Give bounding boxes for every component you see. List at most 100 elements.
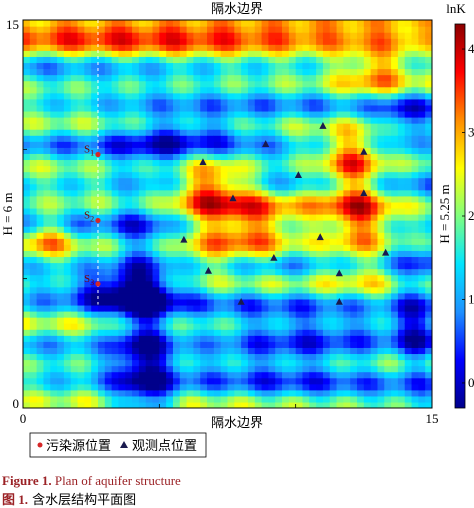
heatmap-cell	[268, 147, 276, 154]
heatmap-cell	[322, 110, 331, 118]
heatmap-cell	[43, 80, 51, 88]
heatmap-cell	[261, 329, 269, 336]
heatmap-cell	[63, 117, 72, 124]
heatmap-cell	[309, 20, 317, 27]
heatmap-cell	[63, 195, 72, 203]
heatmap-cell	[357, 56, 365, 64]
heatmap-cell	[397, 26, 406, 33]
heatmap-cell	[200, 86, 208, 94]
heatmap-cell	[404, 141, 413, 148]
heatmap-cell	[220, 220, 229, 227]
heatmap-cell	[397, 56, 406, 64]
heatmap-cell	[411, 32, 419, 39]
heatmap-cell	[336, 274, 344, 282]
heatmap-cell	[207, 298, 215, 306]
heatmap-cell	[404, 135, 413, 142]
heatmap-cell	[282, 274, 290, 282]
heatmap-cell	[384, 20, 392, 27]
heatmap-cell	[84, 323, 92, 330]
heatmap-cell	[309, 341, 317, 348]
heatmap-cell	[29, 250, 38, 258]
heatmap-cell	[132, 98, 140, 106]
heatmap-cell	[391, 20, 399, 27]
heatmap-cell	[309, 26, 317, 33]
heatmap-cell	[363, 68, 372, 76]
heatmap-cell	[295, 165, 304, 173]
heatmap-cell	[357, 92, 365, 100]
heatmap-cell	[23, 74, 31, 82]
heatmap-cell	[50, 353, 58, 361]
heatmap-cell	[104, 201, 113, 209]
heatmap-cell	[179, 129, 188, 136]
heatmap-cell	[241, 68, 249, 76]
heatmap-cell	[29, 129, 38, 136]
heatmap-cell	[213, 220, 222, 227]
heatmap-cell	[166, 244, 174, 251]
heatmap-cell	[397, 329, 406, 336]
heatmap-cell	[193, 50, 201, 57]
heatmap-cell	[104, 171, 113, 179]
heatmap-cell	[268, 244, 276, 251]
heatmap-cell	[425, 117, 432, 124]
heatmap-cell	[302, 141, 310, 148]
heatmap-cell	[309, 226, 317, 233]
heatmap-cell	[234, 347, 242, 355]
heatmap-cell	[288, 341, 297, 348]
heatmap-cell	[363, 86, 372, 94]
heatmap-cell	[309, 50, 317, 57]
heatmap-cell	[63, 98, 72, 106]
heatmap-cell	[363, 117, 372, 124]
heatmap-cell	[425, 244, 432, 251]
heatmap-cell	[200, 201, 208, 209]
heatmap-cell	[77, 207, 85, 215]
heatmap-cell	[418, 389, 426, 397]
heatmap-cell	[200, 147, 208, 154]
heatmap-cell	[111, 359, 120, 367]
heatmap-cell	[397, 335, 406, 342]
observation-marker	[270, 253, 278, 261]
heatmap-cell	[200, 262, 208, 270]
heatmap-cell	[425, 317, 432, 324]
heatmap-cell	[36, 141, 45, 148]
heatmap-cell	[125, 171, 133, 179]
heatmap-cell	[425, 195, 432, 203]
heatmap-cell	[418, 286, 426, 294]
heatmap-cell	[138, 129, 147, 136]
heatmap-cell	[57, 262, 65, 270]
heatmap-cell	[370, 207, 379, 215]
heatmap-cell	[329, 50, 338, 57]
heatmap-cell	[200, 365, 208, 373]
heatmap-cell	[316, 274, 324, 282]
heatmap-cell	[350, 207, 358, 215]
heatmap-cell	[384, 32, 392, 39]
heatmap-cell	[166, 183, 174, 191]
heatmap-cell	[302, 201, 310, 209]
heatmap-cell	[193, 286, 201, 294]
heatmap-cell	[234, 159, 242, 167]
heatmap-cell	[247, 44, 256, 51]
heatmap-cell	[23, 110, 31, 118]
heatmap-cell	[377, 244, 385, 251]
heatmap-cell	[152, 280, 160, 288]
heatmap-cell	[357, 256, 365, 264]
heatmap-cell	[268, 195, 276, 203]
heatmap-cell	[336, 244, 344, 251]
heatmap-cell	[172, 20, 181, 27]
heatmap-cell	[350, 377, 358, 385]
heatmap-cell	[207, 317, 215, 324]
heatmap-cell	[357, 317, 365, 324]
heatmap-cell	[200, 323, 208, 330]
heatmap-cell	[193, 98, 201, 106]
heatmap-cell	[397, 50, 406, 57]
heatmap-cell	[302, 177, 310, 185]
heatmap-cell	[172, 50, 181, 57]
heatmap-cell	[50, 201, 58, 209]
heatmap-cell	[213, 189, 222, 197]
heatmap-cell	[50, 244, 58, 251]
heatmap-cell	[200, 135, 208, 142]
heatmap-cell	[425, 353, 432, 361]
heatmap-cell	[247, 214, 256, 221]
heatmap-cell	[336, 165, 344, 173]
heatmap-cell	[111, 280, 120, 288]
heatmap-cell	[63, 238, 72, 245]
